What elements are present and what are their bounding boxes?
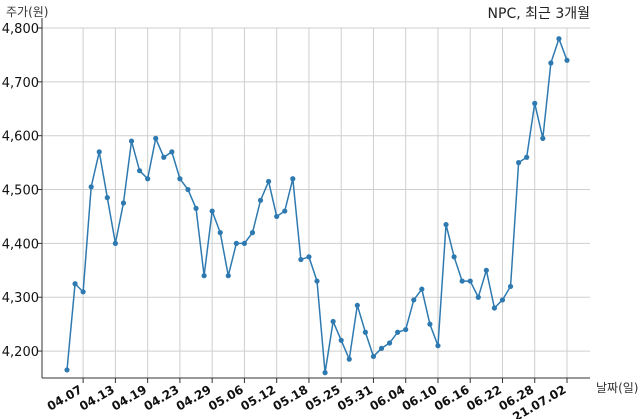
x-tick-label: 06.04: [367, 382, 407, 413]
data-point: [516, 160, 522, 166]
x-tick-label: 04.29: [174, 382, 214, 413]
data-point: [322, 370, 328, 376]
x-tick-label: 04.13: [77, 382, 117, 413]
data-point: [201, 273, 207, 279]
data-point: [120, 200, 127, 206]
chart-title: NPC, 최근 3개월: [488, 6, 590, 22]
x-tick-label: 06.10: [400, 382, 440, 413]
x-tick-label: 06.22: [464, 382, 504, 413]
data-point: [153, 135, 159, 141]
x-tick-label: 05.12: [238, 382, 278, 413]
x-axis-title: 날짜(일): [596, 381, 638, 395]
data-point: [128, 138, 135, 144]
x-tick-label: 05.06: [206, 382, 246, 413]
x-tick-label: 05.31: [335, 382, 375, 413]
series: [64, 36, 570, 376]
data-point: [249, 230, 256, 236]
data-point: [161, 154, 167, 160]
y-tick-label: 4,500: [2, 184, 39, 199]
data-point: [532, 100, 538, 106]
data-point: [136, 168, 143, 174]
x-tick-label: 04.19: [109, 382, 149, 413]
axes: [37, 18, 590, 383]
data-point: [225, 273, 231, 279]
data-point: [451, 254, 457, 260]
data-point: [177, 176, 183, 182]
data-point: [362, 329, 368, 335]
data-point: [64, 367, 70, 373]
data-point: [241, 240, 248, 246]
data-point: [459, 278, 465, 284]
x-tick-label: 04.07: [45, 382, 85, 413]
data-point: [112, 240, 118, 246]
data-point: [419, 286, 425, 292]
x-tick-label: 05.25: [303, 382, 343, 413]
data-point: [403, 326, 409, 333]
series-line: [66, 36, 568, 373]
data-point: [298, 256, 304, 263]
y-tick-label: 4,700: [2, 76, 39, 91]
data-point: [104, 195, 110, 201]
x-tick-labels: 04.0704.1304.1904.2304.2905.0605.1205.18…: [45, 382, 569, 419]
x-tick-label: 05.18: [271, 382, 311, 413]
data-point: [491, 305, 498, 311]
data-point: [467, 278, 473, 284]
data-point: [306, 254, 312, 260]
data-point: [475, 294, 481, 300]
data-point: [80, 289, 86, 295]
data-point: [314, 278, 320, 284]
data-point: [72, 281, 78, 287]
x-tick-label: 06.16: [432, 382, 472, 413]
data-point: [564, 57, 570, 63]
data-point: [483, 267, 489, 273]
data-point: [411, 297, 417, 303]
data-point: [548, 60, 554, 66]
y-axis-title: 주가(원): [6, 5, 48, 19]
data-point: [386, 340, 393, 346]
data-point: [499, 297, 506, 303]
data-point: [330, 318, 336, 325]
data-point: [354, 302, 360, 308]
data-point: [395, 329, 401, 335]
data-point: [185, 186, 191, 193]
data-point: [443, 221, 449, 228]
data-point: [257, 197, 264, 203]
data-point: [233, 240, 239, 246]
data-point: [193, 205, 199, 211]
x-tick-label: 04.23: [142, 382, 182, 413]
data-point: [435, 343, 441, 349]
data-point: [169, 149, 175, 155]
y-tick-labels: 4,200 4,300 4,400 4,500 4,600 4,700 4,800: [2, 22, 39, 360]
data-point: [266, 178, 272, 185]
grid: [42, 27, 590, 378]
data-point: [96, 149, 102, 155]
data-point: [88, 184, 94, 190]
y-tick-label: 4,300: [2, 291, 39, 306]
data-point: [338, 337, 344, 343]
data-point: [378, 345, 385, 351]
data-point: [427, 321, 433, 327]
y-tick-label: 4,200: [2, 345, 39, 360]
data-point: [346, 356, 352, 362]
data-point: [370, 353, 377, 360]
y-tick-label: 4,400: [2, 237, 39, 252]
data-point: [282, 208, 288, 214]
y-tick-label: 4,800: [2, 22, 39, 37]
data-point: [290, 176, 296, 182]
data-point: [507, 283, 514, 290]
data-point: [540, 135, 546, 141]
y-tick-label: 4,600: [2, 130, 39, 145]
data-point: [556, 36, 562, 42]
data-point: [217, 230, 223, 236]
data-point: [209, 208, 215, 214]
data-point: [274, 213, 280, 220]
data-point: [145, 176, 151, 182]
data-point: [524, 154, 530, 160]
